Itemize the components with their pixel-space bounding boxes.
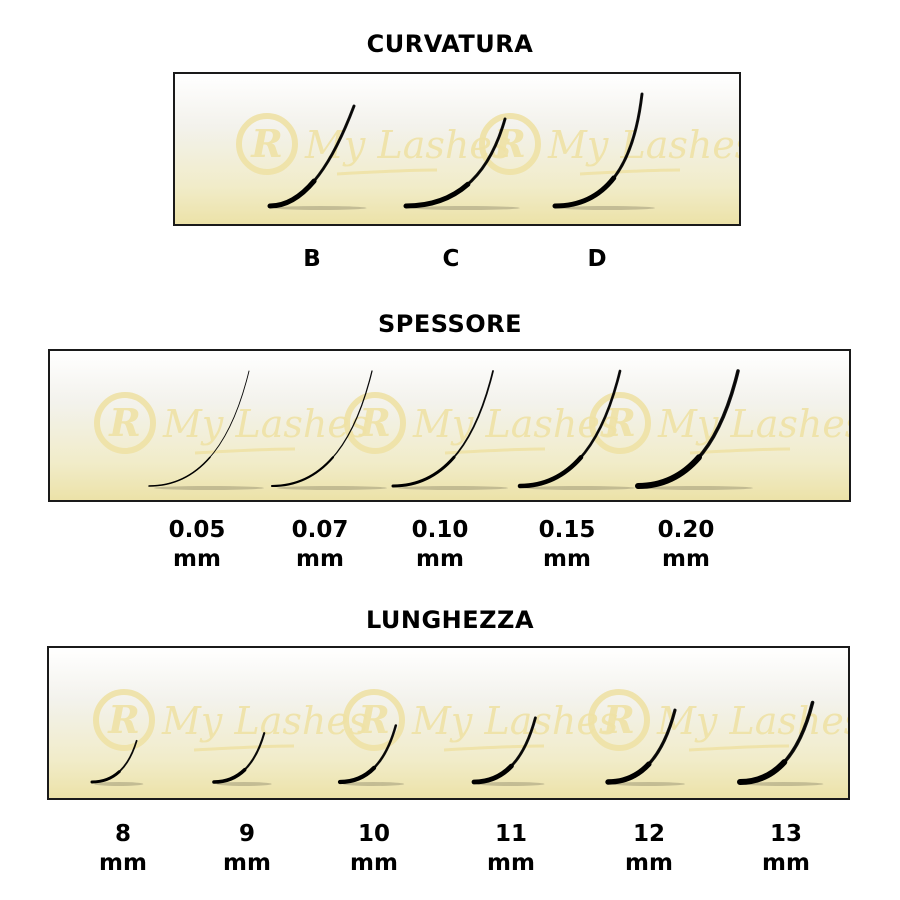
- lash: [471, 716, 545, 786]
- watermark-logo: R My Lashes: [344, 392, 619, 455]
- option-unit: mm: [625, 850, 673, 876]
- svg-text:R: R: [357, 697, 390, 742]
- option-value: 9: [238, 821, 255, 847]
- lash: [635, 369, 753, 490]
- option-unit: mm: [416, 546, 464, 572]
- option-value: 10: [357, 821, 390, 847]
- option-unit: mm: [487, 850, 535, 876]
- svg-text:My Lashes: My Lashes: [547, 123, 741, 167]
- svg-text:My Lashes: My Lashes: [657, 402, 851, 446]
- curl-label-c: C: [442, 246, 460, 272]
- option-label: 0.10 mm: [380, 516, 500, 574]
- option-unit: mm: [296, 546, 344, 572]
- option-label: 0.15 mm: [507, 516, 627, 574]
- option-label: 8 mm: [63, 820, 183, 878]
- lunghezza-panel: R My Lashes R My Lashes R My Lashes: [47, 646, 850, 800]
- option-value: 0.10: [411, 517, 469, 543]
- option-label: 13 mm: [726, 820, 846, 878]
- lash: [605, 708, 686, 786]
- curl-label-b: B: [303, 246, 321, 272]
- watermark-logo: R My Lashes: [589, 392, 851, 455]
- option-label: 9 mm: [187, 820, 307, 878]
- watermark-logo: R My Lashes: [93, 689, 368, 752]
- option-unit: mm: [662, 546, 710, 572]
- option-value: 8: [114, 821, 131, 847]
- svg-text:R: R: [602, 697, 635, 742]
- lash: [337, 724, 405, 786]
- lash: [552, 92, 656, 210]
- lash: [90, 739, 144, 786]
- svg-text:R: R: [107, 697, 140, 742]
- option-unit: mm: [173, 546, 221, 572]
- option-value: 11: [494, 821, 527, 847]
- watermark-logo: R My Lashes: [588, 689, 850, 752]
- lash: [517, 369, 635, 490]
- spessore-title: SPESSORE: [377, 310, 523, 338]
- option-unit: mm: [99, 850, 147, 876]
- curl-label-d: D: [587, 246, 607, 272]
- option-label: 10 mm: [314, 820, 434, 878]
- svg-text:R: R: [250, 121, 283, 166]
- option-value: 0.05: [168, 517, 226, 543]
- lash: [212, 732, 272, 786]
- option-label: 11 mm: [451, 820, 571, 878]
- svg-text:My Lashes: My Lashes: [412, 402, 619, 446]
- option-value: 12: [632, 821, 665, 847]
- svg-text:My Lashes: My Lashes: [411, 699, 618, 743]
- option-value: 0.15: [538, 517, 596, 543]
- option-label: 0.20 mm: [626, 516, 746, 574]
- lash: [270, 370, 387, 490]
- svg-text:My Lashes: My Lashes: [162, 402, 369, 446]
- option-label: 0.07 mm: [260, 516, 380, 574]
- lash: [148, 370, 264, 490]
- svg-text:My Lashes: My Lashes: [656, 699, 850, 743]
- curvatura-title: CURVATURA: [366, 30, 534, 58]
- svg-text:R: R: [358, 400, 391, 445]
- lash: [267, 104, 367, 210]
- option-unit: mm: [350, 850, 398, 876]
- curvatura-panel: R My Lashes R My Lashes: [173, 72, 741, 226]
- lash: [403, 117, 520, 210]
- lunghezza-title: LUNGHEZZA: [365, 606, 535, 634]
- option-label: 12 mm: [589, 820, 709, 878]
- lash: [737, 700, 824, 786]
- spessore-panel: R My Lashes R My Lashes R My Lashes: [48, 349, 851, 502]
- lash: [391, 370, 508, 490]
- option-unit: mm: [762, 850, 810, 876]
- option-unit: mm: [223, 850, 271, 876]
- svg-text:R: R: [108, 400, 141, 445]
- watermark-logo: R My Lashes: [94, 392, 369, 455]
- option-label: 0.05 mm: [137, 516, 257, 574]
- watermark-logo: R My Lashes: [343, 689, 618, 752]
- svg-text:My Lashes: My Lashes: [161, 699, 368, 743]
- option-value: 0.20: [657, 517, 715, 543]
- watermark-logo: R My Lashes: [479, 113, 741, 176]
- svg-text:R: R: [493, 121, 526, 166]
- watermark-logo: R My Lashes: [236, 113, 511, 176]
- option-value: 0.07: [291, 517, 349, 543]
- option-value: 13: [769, 821, 802, 847]
- option-unit: mm: [543, 546, 591, 572]
